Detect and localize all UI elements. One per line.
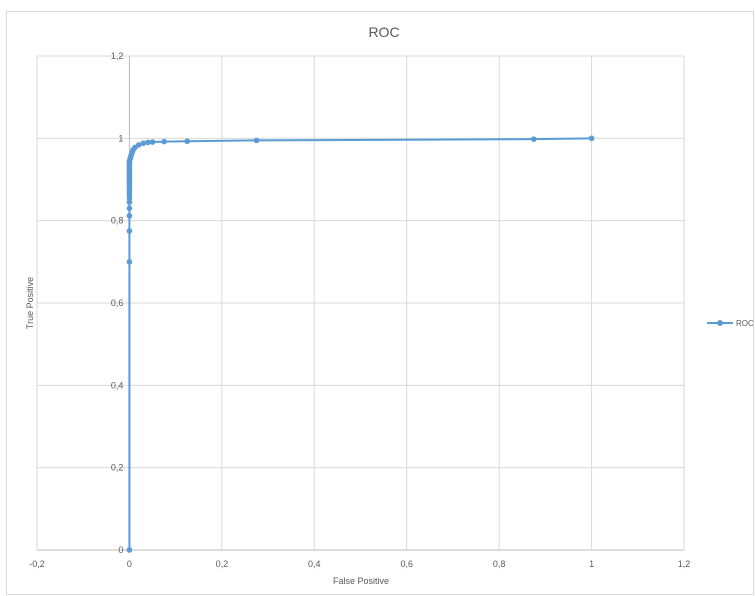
data-point: [126, 547, 133, 553]
data-point: [149, 139, 156, 145]
x-tick-label: 0,6: [400, 559, 413, 569]
y-tick-label: 1: [118, 133, 123, 143]
data-point: [135, 142, 142, 148]
chart-title: ROC: [368, 24, 399, 40]
y-tick-label: 0: [118, 545, 123, 555]
x-tick-label: 0,4: [308, 559, 321, 569]
y-tick-label: 0,4: [111, 380, 124, 390]
y-tick-label: 0,6: [111, 298, 124, 308]
data-point: [531, 136, 537, 142]
x-tick-label: 1: [589, 559, 594, 569]
x-axis-title: False Positive: [333, 576, 389, 586]
y-tick-label: 0,2: [111, 463, 124, 473]
tick-labels: -0,2 0 0,2 0,4 0,6 0,8 1 1,2 0 0,2 0,4 0,6 0,8 1 1,2: [29, 51, 690, 569]
x-tick-label: -0,2: [29, 559, 45, 569]
data-point: [161, 138, 167, 145]
legend-label-roc: ROC: [736, 319, 754, 328]
series-line-roc: [128, 137, 592, 550]
data-point: [126, 199, 133, 205]
data-point: [126, 228, 133, 234]
data-point: [184, 138, 190, 145]
x-tick-label: 0: [127, 559, 132, 569]
series-roc: [126, 135, 595, 553]
data-point: [126, 259, 133, 265]
y-tick-label: 1,2: [111, 51, 124, 61]
legend-marker: [717, 320, 723, 326]
y-axis-title: True Positive: [25, 277, 35, 329]
data-point: [145, 139, 151, 146]
data-point: [126, 205, 133, 212]
y-tick-label: 0,8: [111, 216, 124, 226]
data-point: [253, 137, 260, 144]
x-tick-label: 0,8: [493, 559, 506, 569]
legend[interactable]: ROC: [707, 319, 754, 328]
x-tick-label: 1,2: [678, 559, 691, 569]
data-point: [126, 212, 133, 219]
data-point: [140, 140, 147, 147]
grid-lines: [36, 55, 685, 551]
data-point: [588, 135, 595, 142]
x-tick-label: 0,2: [216, 559, 229, 569]
